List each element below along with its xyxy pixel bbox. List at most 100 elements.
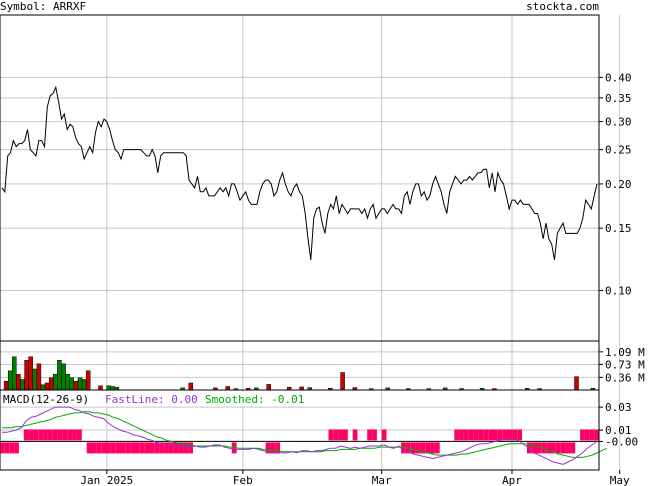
y-tick-label: 0.20: [605, 178, 632, 191]
macd-histogram-bar: [473, 429, 479, 441]
y-tick-label: 0.30: [605, 116, 632, 129]
macd-histogram-bar: [144, 442, 150, 454]
y-tick-label: 0.35: [605, 92, 632, 105]
macd-histogram-bar: [139, 442, 145, 454]
macd-histogram-bar: [86, 442, 92, 454]
macd-histogram-bar: [594, 429, 600, 441]
macd-histogram-bar: [23, 429, 29, 441]
macd-histogram-bar: [551, 442, 556, 454]
macd-histogram-bar: [130, 442, 135, 454]
macd-histogram-bar: [502, 429, 508, 441]
x-tick-label: May: [610, 474, 630, 486]
macd-histogram: [0, 429, 600, 454]
macd-histogram-bar: [48, 429, 53, 441]
volume-bar: [53, 374, 58, 391]
volume-bar: [266, 384, 271, 391]
macd-legend-bg: [1, 392, 297, 406]
macd-histogram-bar: [352, 429, 358, 441]
macd-histogram-bar: [62, 429, 68, 441]
macd-histogram-bar: [106, 442, 111, 454]
volume-bar: [110, 386, 116, 391]
volume-bar: [106, 385, 111, 391]
macd-histogram-bar: [333, 429, 339, 441]
macd-histogram-bar: [154, 442, 160, 454]
volume-bar: [44, 382, 50, 391]
macd-histogram-bar: [270, 442, 276, 454]
macd-histogram-bar: [580, 429, 585, 441]
macd-histogram-bar: [115, 442, 121, 454]
macd-histogram-bar: [497, 429, 503, 441]
macd-histogram-bar: [478, 429, 484, 441]
macd-panel: MACD(12-26-9) FastLine: 0.00 Smoothed: -…: [0, 389, 638, 471]
macd-histogram-bar: [96, 442, 102, 454]
macd-histogram-bar: [120, 442, 126, 454]
macd-histogram-bar: [125, 442, 131, 454]
macd-histogram-bar: [164, 442, 169, 454]
y-tick-label: 1.09 M: [605, 346, 645, 359]
price-panel: 0.40 0.35 0.30 0.25 0.20 0.15 0.10: [0, 14, 632, 342]
macd-histogram-bar: [168, 442, 174, 454]
macd-histogram-bar: [328, 429, 334, 441]
macd-histogram-bar: [38, 429, 44, 441]
volume-bar: [61, 363, 66, 391]
volume-bar: [36, 363, 42, 391]
macd-histogram-bar: [72, 429, 77, 441]
macd-smoothed-label: Smoothed: -0.01: [205, 393, 304, 406]
macd-histogram-bar: [434, 442, 440, 454]
macd-histogram-bar: [149, 442, 155, 454]
y-tick-label: 0.10: [605, 284, 632, 297]
macd-histogram-bar: [372, 429, 377, 441]
y-tick-label: 0.25: [605, 144, 632, 157]
y-tick-label: 0.40: [605, 71, 632, 84]
x-tick-label: Apr: [502, 474, 522, 486]
macd-histogram-bar: [110, 442, 116, 454]
macd-histogram-bar: [555, 442, 561, 454]
macd-histogram-bar: [531, 442, 537, 454]
macd-histogram-bar: [459, 429, 464, 441]
y-tick-label: 0.73 M: [605, 358, 645, 371]
macd-histogram-bar: [536, 442, 542, 454]
macd-histogram-bar: [343, 429, 348, 441]
macd-fast-line: [2, 406, 598, 465]
macd-histogram-bar: [135, 442, 140, 454]
macd-histogram-bar: [589, 429, 595, 441]
macd-histogram-bar: [584, 429, 590, 441]
macd-histogram-bar: [91, 442, 97, 454]
y-tick-label: -0.00: [605, 435, 638, 448]
macd-histogram-bar: [560, 442, 566, 454]
macd-histogram-bar: [33, 429, 39, 441]
macd-histogram-bar: [77, 429, 82, 441]
y-tick-label: 0.03: [605, 401, 632, 414]
macd-histogram-bar: [430, 442, 435, 454]
macd-histogram-bar: [275, 442, 281, 454]
x-tick-label: Jan 2025: [80, 474, 133, 486]
macd-histogram-bar: [188, 442, 193, 454]
site-label: stockta.com: [526, 0, 599, 13]
x-axis-labels: Jan 2025FebMarAprMayJunJul: [80, 470, 630, 486]
macd-histogram-bar: [4, 442, 10, 454]
y-tick-label: 0.36 M: [605, 371, 645, 384]
volume-bar: [28, 356, 33, 391]
macd-histogram-bar: [410, 442, 416, 454]
volume-bar: [3, 381, 9, 391]
macd-histogram-bar: [401, 442, 406, 454]
volume-bar: [340, 372, 345, 391]
symbol-label: Symbol: ARRXF: [0, 0, 86, 13]
macd-histogram-bar: [338, 429, 343, 441]
macd-histogram-bar: [488, 429, 493, 441]
price-y-axis: 0.40 0.35 0.30 0.25 0.20 0.15 0.10: [599, 71, 632, 297]
volume-bar: [69, 377, 75, 391]
volume-bar: [16, 374, 21, 391]
macd-histogram-bar: [483, 429, 489, 441]
macd-histogram-bar: [28, 429, 34, 441]
price-frame: [0, 14, 600, 342]
macd-histogram-bar: [381, 429, 387, 441]
volume-bar: [20, 379, 25, 391]
volume-bar: [225, 386, 230, 391]
volume-bar: [40, 384, 46, 391]
volume-bar: [65, 374, 70, 391]
volume-bar: [81, 379, 87, 391]
volume-bar: [48, 377, 54, 391]
macd-histogram-bar: [159, 442, 164, 454]
volume-bars: [3, 356, 596, 391]
